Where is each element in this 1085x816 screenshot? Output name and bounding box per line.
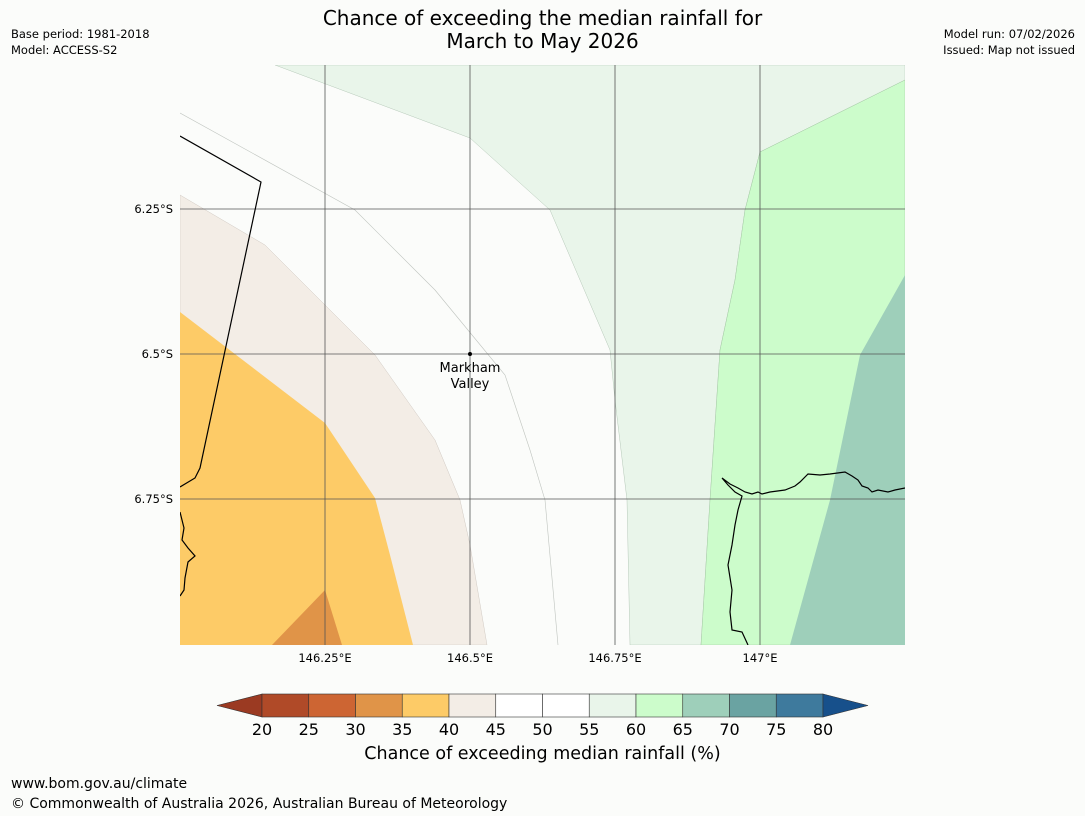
- issued-status: Issued: Map not issued: [943, 43, 1075, 57]
- title-line-1: Chance of exceeding the median rainfall …: [322, 6, 763, 30]
- footer-url: www.bom.gov.au/climate: [11, 776, 188, 792]
- colorbar-segment: [401, 693, 450, 718]
- lon-label: 146.25°E: [298, 651, 351, 665]
- colorbar-segment: [588, 693, 637, 718]
- coast-left: [180, 511, 196, 597]
- title-line-2: March to May 2026: [446, 29, 639, 53]
- lat-label: 6.25°S: [134, 202, 173, 216]
- colorbar-segment: [682, 693, 730, 718]
- footer: www.bom.gov.au/climate © Commonwealth of…: [11, 774, 507, 814]
- colorbar-tick-label: 60: [626, 720, 646, 739]
- region-35-40: [180, 312, 413, 645]
- colorbar-segment: [308, 693, 356, 718]
- coast-right: [721, 471, 905, 645]
- colorbar-tick-label: 25: [299, 720, 319, 739]
- colorbar-tick-label: 80: [813, 720, 833, 739]
- colorbar-tick-label: 35: [392, 720, 412, 739]
- footer-copyright: © Commonwealth of Australia 2026, Austra…: [11, 796, 508, 812]
- region-65-70: [790, 275, 905, 645]
- lon-label: 147°E: [743, 651, 778, 665]
- markham-valley-marker: [468, 352, 472, 356]
- place-label-line-1: Markham: [440, 361, 501, 376]
- graticule: [180, 65, 905, 645]
- colorbar-segment: [729, 693, 777, 718]
- map-title: Chance of exceeding the median rainfall …: [0, 7, 1085, 53]
- colorbar-tick-label: 55: [579, 720, 599, 739]
- lat-label: 6.75°S: [134, 492, 173, 506]
- base-period: Base period: 1981-2018: [11, 27, 150, 41]
- colorbar-arrow-high: [822, 693, 869, 718]
- meta-left: Base period: 1981-2018 Model: ACCESS-S2: [11, 26, 150, 58]
- colorbar-tick-label: 20: [252, 720, 272, 739]
- colorbar-segment: [542, 693, 590, 718]
- model-name: Model: ACCESS-S2: [11, 43, 118, 57]
- colorbar-segment: [495, 693, 543, 718]
- region-30-35: [272, 590, 342, 645]
- province-boundary: [180, 135, 262, 488]
- colorbar-tick-label: 70: [719, 720, 739, 739]
- colorbar-tick-label: 40: [439, 720, 459, 739]
- colorbar-segment: [635, 693, 684, 718]
- contour-50: [180, 112, 559, 645]
- lon-label: 146.5°E: [447, 651, 493, 665]
- coastlines-borders: [180, 135, 905, 645]
- colorbar-tick-label: 75: [766, 720, 786, 739]
- colorbar: 20 25 30 35 40 45 50 55 60 65 70 75 80: [216, 693, 869, 739]
- colorbar-tick-label: 50: [532, 720, 552, 739]
- colorbar-tick-label: 30: [345, 720, 365, 739]
- colorbar-segment: [775, 693, 824, 718]
- colorbar-tick-label: 45: [486, 720, 506, 739]
- colorbar-segment: [448, 693, 497, 718]
- lat-label: 6.5°S: [142, 347, 173, 361]
- place-label-line-2: Valley: [451, 377, 490, 392]
- meta-right: Model run: 07/02/2026 Issued: Map not is…: [943, 26, 1075, 58]
- colorbar-arrow-low: [216, 693, 263, 718]
- lon-label: 146.75°E: [588, 651, 641, 665]
- colorbar-segment: [261, 693, 310, 718]
- colorbar-segment: [355, 693, 403, 718]
- model-run: Model run: 07/02/2026: [943, 27, 1075, 41]
- colorbar-title: Chance of exceeding median rainfall (%): [364, 744, 721, 764]
- probability-fields: [180, 65, 905, 645]
- colorbar-tick-label: 65: [673, 720, 693, 739]
